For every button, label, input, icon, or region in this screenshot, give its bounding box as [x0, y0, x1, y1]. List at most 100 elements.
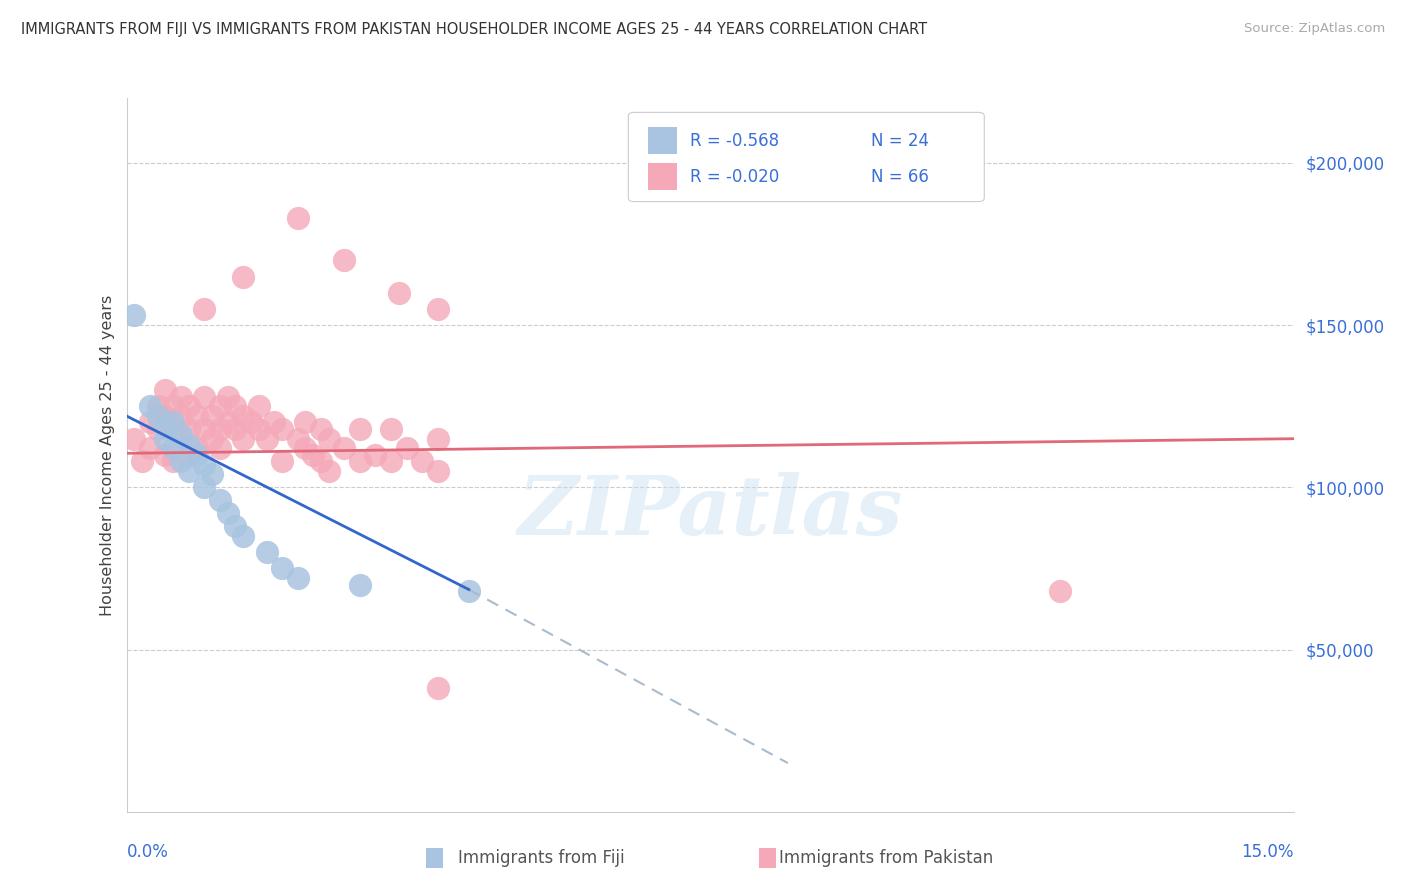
Point: [364, 448, 387, 462]
Point: [294, 416, 316, 430]
Point: [426, 432, 449, 446]
Point: [247, 399, 270, 413]
Point: [380, 422, 402, 436]
Point: [124, 432, 146, 446]
Point: [177, 464, 200, 478]
Point: [162, 416, 184, 430]
Point: [155, 418, 177, 433]
Point: [247, 422, 270, 436]
Point: [177, 438, 200, 452]
Point: [240, 416, 263, 430]
Point: [201, 467, 224, 482]
Point: [349, 422, 371, 436]
Point: [193, 480, 215, 494]
Point: [224, 519, 246, 533]
Point: [208, 399, 231, 413]
Point: [208, 422, 231, 436]
Point: [388, 285, 411, 300]
Point: [124, 309, 146, 323]
Point: [170, 390, 193, 404]
Text: 15.0%: 15.0%: [1241, 843, 1294, 861]
Text: R = -0.568: R = -0.568: [690, 132, 779, 150]
Point: [186, 448, 208, 462]
Text: N = 66: N = 66: [872, 168, 929, 186]
Point: [309, 422, 332, 436]
Point: [395, 442, 418, 456]
Point: [318, 464, 340, 478]
Point: [155, 409, 177, 423]
Point: [217, 506, 239, 520]
Point: [232, 409, 254, 423]
Point: [349, 577, 371, 591]
Point: [139, 442, 162, 456]
FancyBboxPatch shape: [628, 112, 984, 202]
Point: [302, 448, 325, 462]
Point: [411, 454, 433, 468]
Point: [155, 383, 177, 397]
Point: [146, 409, 169, 423]
Text: Immigrants from Pakistan: Immigrants from Pakistan: [779, 849, 993, 867]
Point: [333, 253, 356, 268]
Point: [155, 448, 177, 462]
Point: [426, 301, 449, 316]
Point: [139, 399, 162, 413]
Point: [170, 428, 193, 442]
Point: [426, 681, 449, 696]
Text: R = -0.020: R = -0.020: [690, 168, 779, 186]
Point: [170, 454, 193, 468]
Point: [155, 432, 177, 446]
Point: [457, 584, 479, 599]
Point: [193, 390, 215, 404]
Point: [263, 416, 285, 430]
Text: Source: ZipAtlas.com: Source: ZipAtlas.com: [1244, 22, 1385, 36]
Point: [146, 422, 169, 436]
Point: [256, 432, 278, 446]
Point: [193, 458, 215, 472]
Point: [217, 416, 239, 430]
Point: [232, 269, 254, 284]
Point: [193, 422, 215, 436]
Bar: [648, 163, 678, 190]
Point: [271, 422, 294, 436]
Point: [318, 432, 340, 446]
Point: [426, 464, 449, 478]
Point: [224, 422, 246, 436]
Text: Immigrants from Fiji: Immigrants from Fiji: [458, 849, 624, 867]
Point: [287, 432, 309, 446]
Point: [146, 399, 169, 413]
Text: 0.0%: 0.0%: [127, 843, 169, 861]
Point: [170, 409, 193, 423]
Point: [201, 432, 224, 446]
Point: [224, 399, 246, 413]
Point: [217, 390, 239, 404]
Point: [271, 454, 294, 468]
Point: [139, 416, 162, 430]
Point: [271, 561, 294, 575]
Text: N = 24: N = 24: [872, 132, 929, 150]
Point: [232, 529, 254, 543]
Point: [186, 442, 208, 456]
Point: [162, 399, 184, 413]
Point: [193, 301, 215, 316]
Point: [131, 454, 153, 468]
Point: [177, 422, 200, 436]
Point: [287, 571, 309, 585]
Point: [294, 442, 316, 456]
Point: [380, 454, 402, 468]
Point: [256, 545, 278, 559]
Point: [208, 493, 231, 508]
Bar: [648, 128, 678, 154]
Point: [177, 448, 200, 462]
Point: [208, 442, 231, 456]
Text: IMMIGRANTS FROM FIJI VS IMMIGRANTS FROM PAKISTAN HOUSEHOLDER INCOME AGES 25 - 44: IMMIGRANTS FROM FIJI VS IMMIGRANTS FROM …: [21, 22, 927, 37]
Point: [201, 409, 224, 423]
Point: [162, 454, 184, 468]
Point: [170, 432, 193, 446]
Point: [333, 442, 356, 456]
Point: [162, 422, 184, 436]
Point: [287, 211, 309, 226]
Point: [309, 454, 332, 468]
Point: [162, 442, 184, 456]
Point: [232, 432, 254, 446]
Text: ZIPatlas: ZIPatlas: [517, 472, 903, 552]
